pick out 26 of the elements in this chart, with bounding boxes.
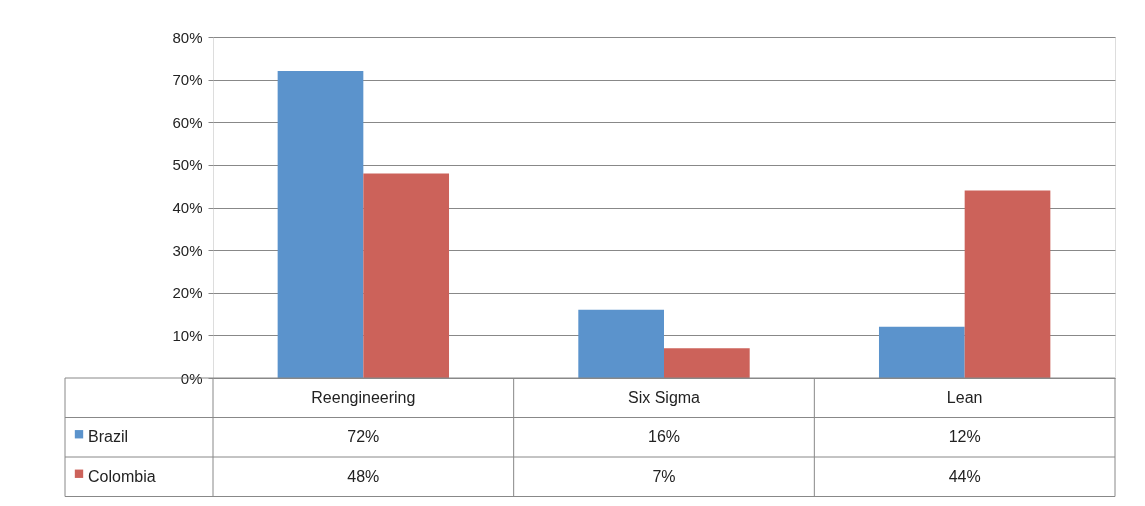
y-tick-label: 50%	[172, 156, 203, 174]
data-label: 48%	[347, 467, 380, 485]
legend-label: Brazil	[88, 428, 129, 446]
data-label: 7%	[652, 467, 676, 485]
bar	[964, 190, 1051, 378]
bar	[363, 173, 450, 378]
y-tick-label: 80%	[172, 28, 203, 46]
y-tick-label: 30%	[172, 241, 203, 259]
x-tick-label: Reengineering	[311, 388, 416, 406]
data-label: 16%	[647, 428, 681, 446]
bar	[578, 309, 664, 378]
data-label: 72%	[347, 428, 380, 446]
y-tick-label: 20%	[172, 284, 203, 302]
y-tick-label: 10%	[172, 326, 203, 344]
bar	[277, 71, 364, 378]
data-label: 12%	[948, 428, 981, 446]
x-tick-label: Lean	[946, 388, 983, 406]
legend-label: Colombia	[88, 467, 156, 485]
y-tick-label: 0%	[180, 369, 203, 387]
y-tick-label: 40%	[172, 199, 203, 216]
x-tick-label: Six Sigma	[627, 388, 701, 406]
bar	[664, 348, 750, 378]
y-tick-label: 70%	[172, 71, 203, 89]
y-tick-label: 60%	[172, 113, 203, 131]
bar	[878, 326, 965, 378]
data-label: 44%	[948, 467, 981, 485]
